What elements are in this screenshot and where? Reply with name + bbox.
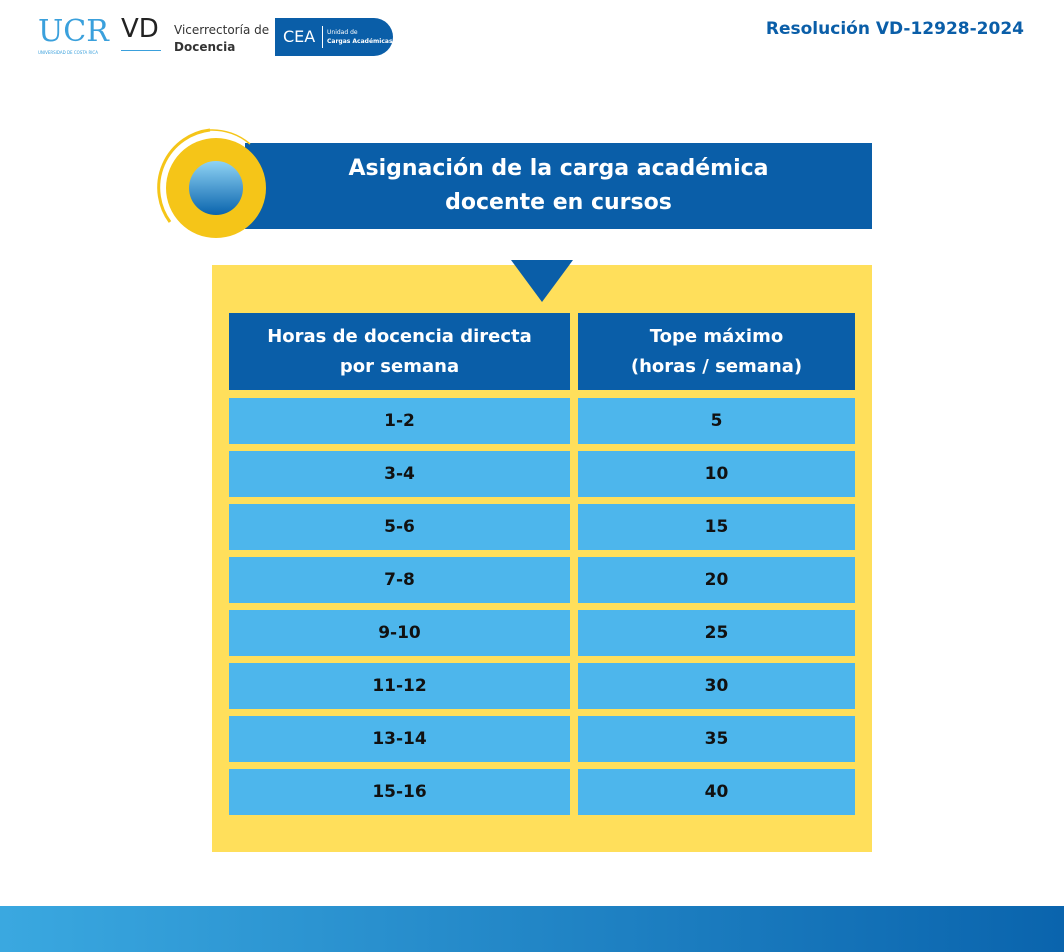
title-banner: Asignación de la carga académica docente…	[245, 143, 872, 229]
table-cell: 11-12	[229, 663, 570, 709]
title-line: Asignación de la carga académica	[348, 156, 769, 181]
table-header: Horas de docencia directa por semana	[229, 313, 570, 390]
vd-underline	[121, 50, 161, 51]
table-cell: 10	[578, 451, 855, 497]
table-cell: 1-2	[229, 398, 570, 444]
table-cell: 30	[578, 663, 855, 709]
table-cell: 15-16	[229, 769, 570, 815]
pointer	[511, 260, 573, 302]
cea-line2: Cargas Académicas	[327, 38, 393, 45]
vd-line1: Vicerrectoría de	[174, 23, 270, 37]
table-cell: 5-6	[229, 504, 570, 550]
ucr-sub: UNIVERSIDAD DE COSTA RICA	[38, 50, 98, 55]
table-header: Tope máximo (horas / semana)	[578, 313, 855, 390]
table-cell: 5	[578, 398, 855, 444]
title-icon	[157, 128, 266, 238]
table-cell: 25	[578, 610, 855, 656]
table-cell: 3-4	[229, 451, 570, 497]
header-line: (horas / semana)	[630, 355, 803, 377]
cea-text: CEA	[283, 27, 316, 46]
header-line: por semana	[339, 355, 460, 377]
table-cell: 40	[578, 769, 855, 815]
resolution: Resolución VD-12928-2024	[765, 19, 1024, 39]
table-cell: 9-10	[229, 610, 570, 656]
cea-badge	[275, 18, 393, 56]
header-line: Tope máximo	[649, 325, 784, 347]
table-cell: 35	[578, 716, 855, 762]
table-cell: 15	[578, 504, 855, 550]
table-cell: 7-8	[229, 557, 570, 603]
ucr-logo: UCR	[38, 14, 109, 49]
cea-divider	[322, 26, 323, 48]
table-cell: 13-14	[229, 716, 570, 762]
footer-bar	[0, 906, 1064, 952]
cea-line1: Unidad de	[327, 29, 358, 36]
header-line: Horas de docencia directa	[267, 325, 532, 347]
vd-line2: Docencia	[174, 40, 236, 54]
table-cell: 20	[578, 557, 855, 603]
vd-logo: VD	[121, 14, 159, 44]
title-line: docente en cursos	[445, 190, 672, 215]
